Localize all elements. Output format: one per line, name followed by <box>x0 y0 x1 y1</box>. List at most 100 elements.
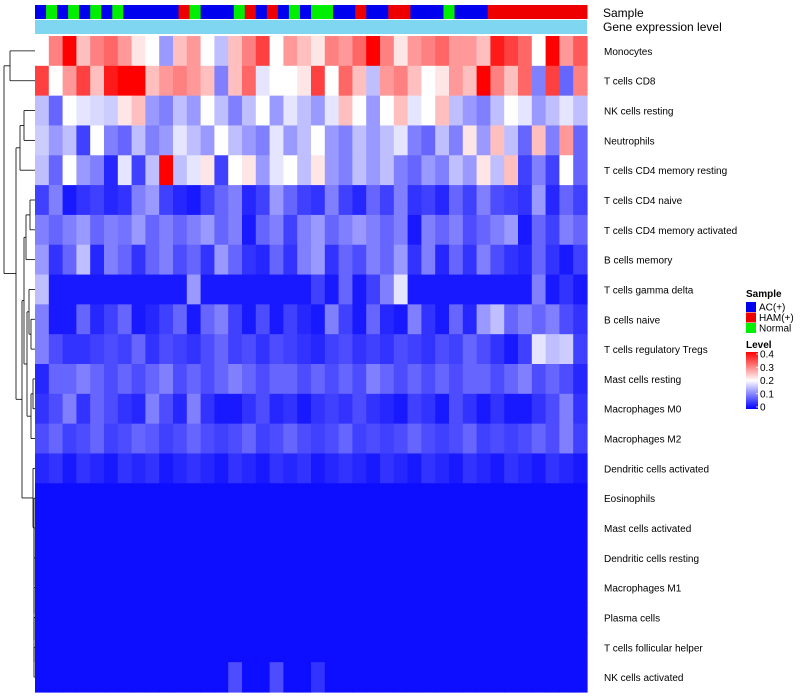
heatmap-cell <box>131 632 146 663</box>
sample-track-cell <box>200 5 213 19</box>
sample-track-cell <box>410 5 422 19</box>
heatmap-cell <box>131 304 146 335</box>
heatmap-cell <box>393 334 409 365</box>
heatmap-cell <box>117 602 133 633</box>
heatmap-cell <box>186 453 202 484</box>
heatmap-cell <box>159 95 174 127</box>
heatmap-cell <box>559 214 574 246</box>
heatmap-cell <box>380 36 395 67</box>
heatmap-cell <box>269 244 284 276</box>
heatmap-cell <box>76 393 91 425</box>
heatmap-cell <box>283 602 298 633</box>
heatmap-cell <box>352 95 367 127</box>
heatmap-cell <box>352 423 367 455</box>
heatmap-cell <box>490 662 505 693</box>
heatmap-cell <box>504 155 519 186</box>
heatmap-cell <box>214 95 229 127</box>
heatmap-cell <box>269 662 284 693</box>
heatmap-cell <box>476 602 491 633</box>
heatmap-cell <box>145 65 160 97</box>
heatmap-cell <box>35 364 50 395</box>
heatmap-cell <box>366 483 381 514</box>
heatmap-cell <box>228 632 243 663</box>
heatmap-cell <box>531 364 547 395</box>
heatmap-cell <box>186 513 202 544</box>
heatmap-cell <box>200 304 215 335</box>
heatmap-cell <box>48 364 64 395</box>
heatmap-cell <box>518 453 533 484</box>
heatmap-cell <box>311 602 326 633</box>
heatmap-cell <box>62 393 77 425</box>
heatmap-cell <box>449 632 464 663</box>
heatmap-cell <box>518 423 533 455</box>
sample-track-cell <box>575 5 588 19</box>
heatmap-cell <box>214 364 229 395</box>
heatmap-cell <box>76 304 91 335</box>
heatmap-cell <box>214 36 229 67</box>
heatmap-cell <box>311 364 326 395</box>
heatmap-cell <box>393 483 409 514</box>
sample-track-cell <box>553 5 566 19</box>
heatmap-cell <box>407 632 422 663</box>
heatmap-cell <box>449 513 464 544</box>
heatmap-cell <box>131 244 146 276</box>
heatmap-cell <box>200 185 215 216</box>
heatmap-cell <box>531 334 547 365</box>
heatmap-cell <box>352 453 367 484</box>
heatmap-cell <box>421 393 436 425</box>
heatmap-cell <box>242 542 257 574</box>
heatmap-cell <box>393 632 409 663</box>
heatmap-cell <box>35 65 50 97</box>
sample-track-cell <box>244 5 257 19</box>
heatmap-cell <box>338 602 353 633</box>
heatmap-cell <box>490 214 505 246</box>
heatmap-cell <box>407 572 422 604</box>
heatmap-cell <box>214 304 229 335</box>
heatmap-cell <box>504 602 519 633</box>
heatmap-cell <box>117 423 133 455</box>
heatmap-cell <box>421 513 436 544</box>
heatmap-cell <box>573 662 588 693</box>
heatmap-cell <box>490 513 505 544</box>
heatmap-cell <box>352 155 367 186</box>
row-label: Eosinophils <box>604 494 655 505</box>
heatmap-cell <box>228 65 243 97</box>
heatmap-cell <box>228 155 243 186</box>
heatmap-cell <box>48 602 64 633</box>
heatmap-cell <box>311 423 326 455</box>
heatmap-cell <box>214 632 229 663</box>
heatmap-cell <box>380 662 395 693</box>
heatmap-cell <box>573 244 588 276</box>
heatmap-cell <box>393 214 409 246</box>
heatmap-cell <box>366 125 381 156</box>
heatmap-cell <box>338 513 353 544</box>
heatmap-cell <box>117 542 133 574</box>
heatmap-cell <box>490 244 505 276</box>
heatmap-cell <box>35 125 50 156</box>
heatmap-cell <box>518 274 533 305</box>
sample-track-label: Sample <box>603 6 644 20</box>
heatmap-cell <box>269 304 284 335</box>
heatmap-cell <box>173 125 188 156</box>
heatmap-cell <box>228 423 243 455</box>
heatmap-cell <box>35 602 50 633</box>
heatmap-cell <box>407 95 422 127</box>
heatmap-cell <box>545 542 560 574</box>
heatmap-cell <box>366 185 381 216</box>
heatmap-cell <box>145 483 160 514</box>
heatmap-cell <box>559 185 574 216</box>
heatmap-cell <box>573 602 588 633</box>
heatmap-cell <box>366 214 381 246</box>
sample-track-cell <box>288 5 301 19</box>
sample-track-cell <box>311 5 323 19</box>
heatmap-cell <box>531 453 547 484</box>
heatmap-cell <box>297 602 312 633</box>
heatmap-cell <box>145 662 160 693</box>
heatmap-cell <box>269 632 284 663</box>
heatmap-cell <box>366 662 381 693</box>
heatmap-cell <box>62 214 77 246</box>
heatmap-cell <box>462 125 478 156</box>
heatmap-cell <box>76 214 91 246</box>
heatmap-cell <box>104 214 119 246</box>
heatmap-cell <box>48 334 64 365</box>
